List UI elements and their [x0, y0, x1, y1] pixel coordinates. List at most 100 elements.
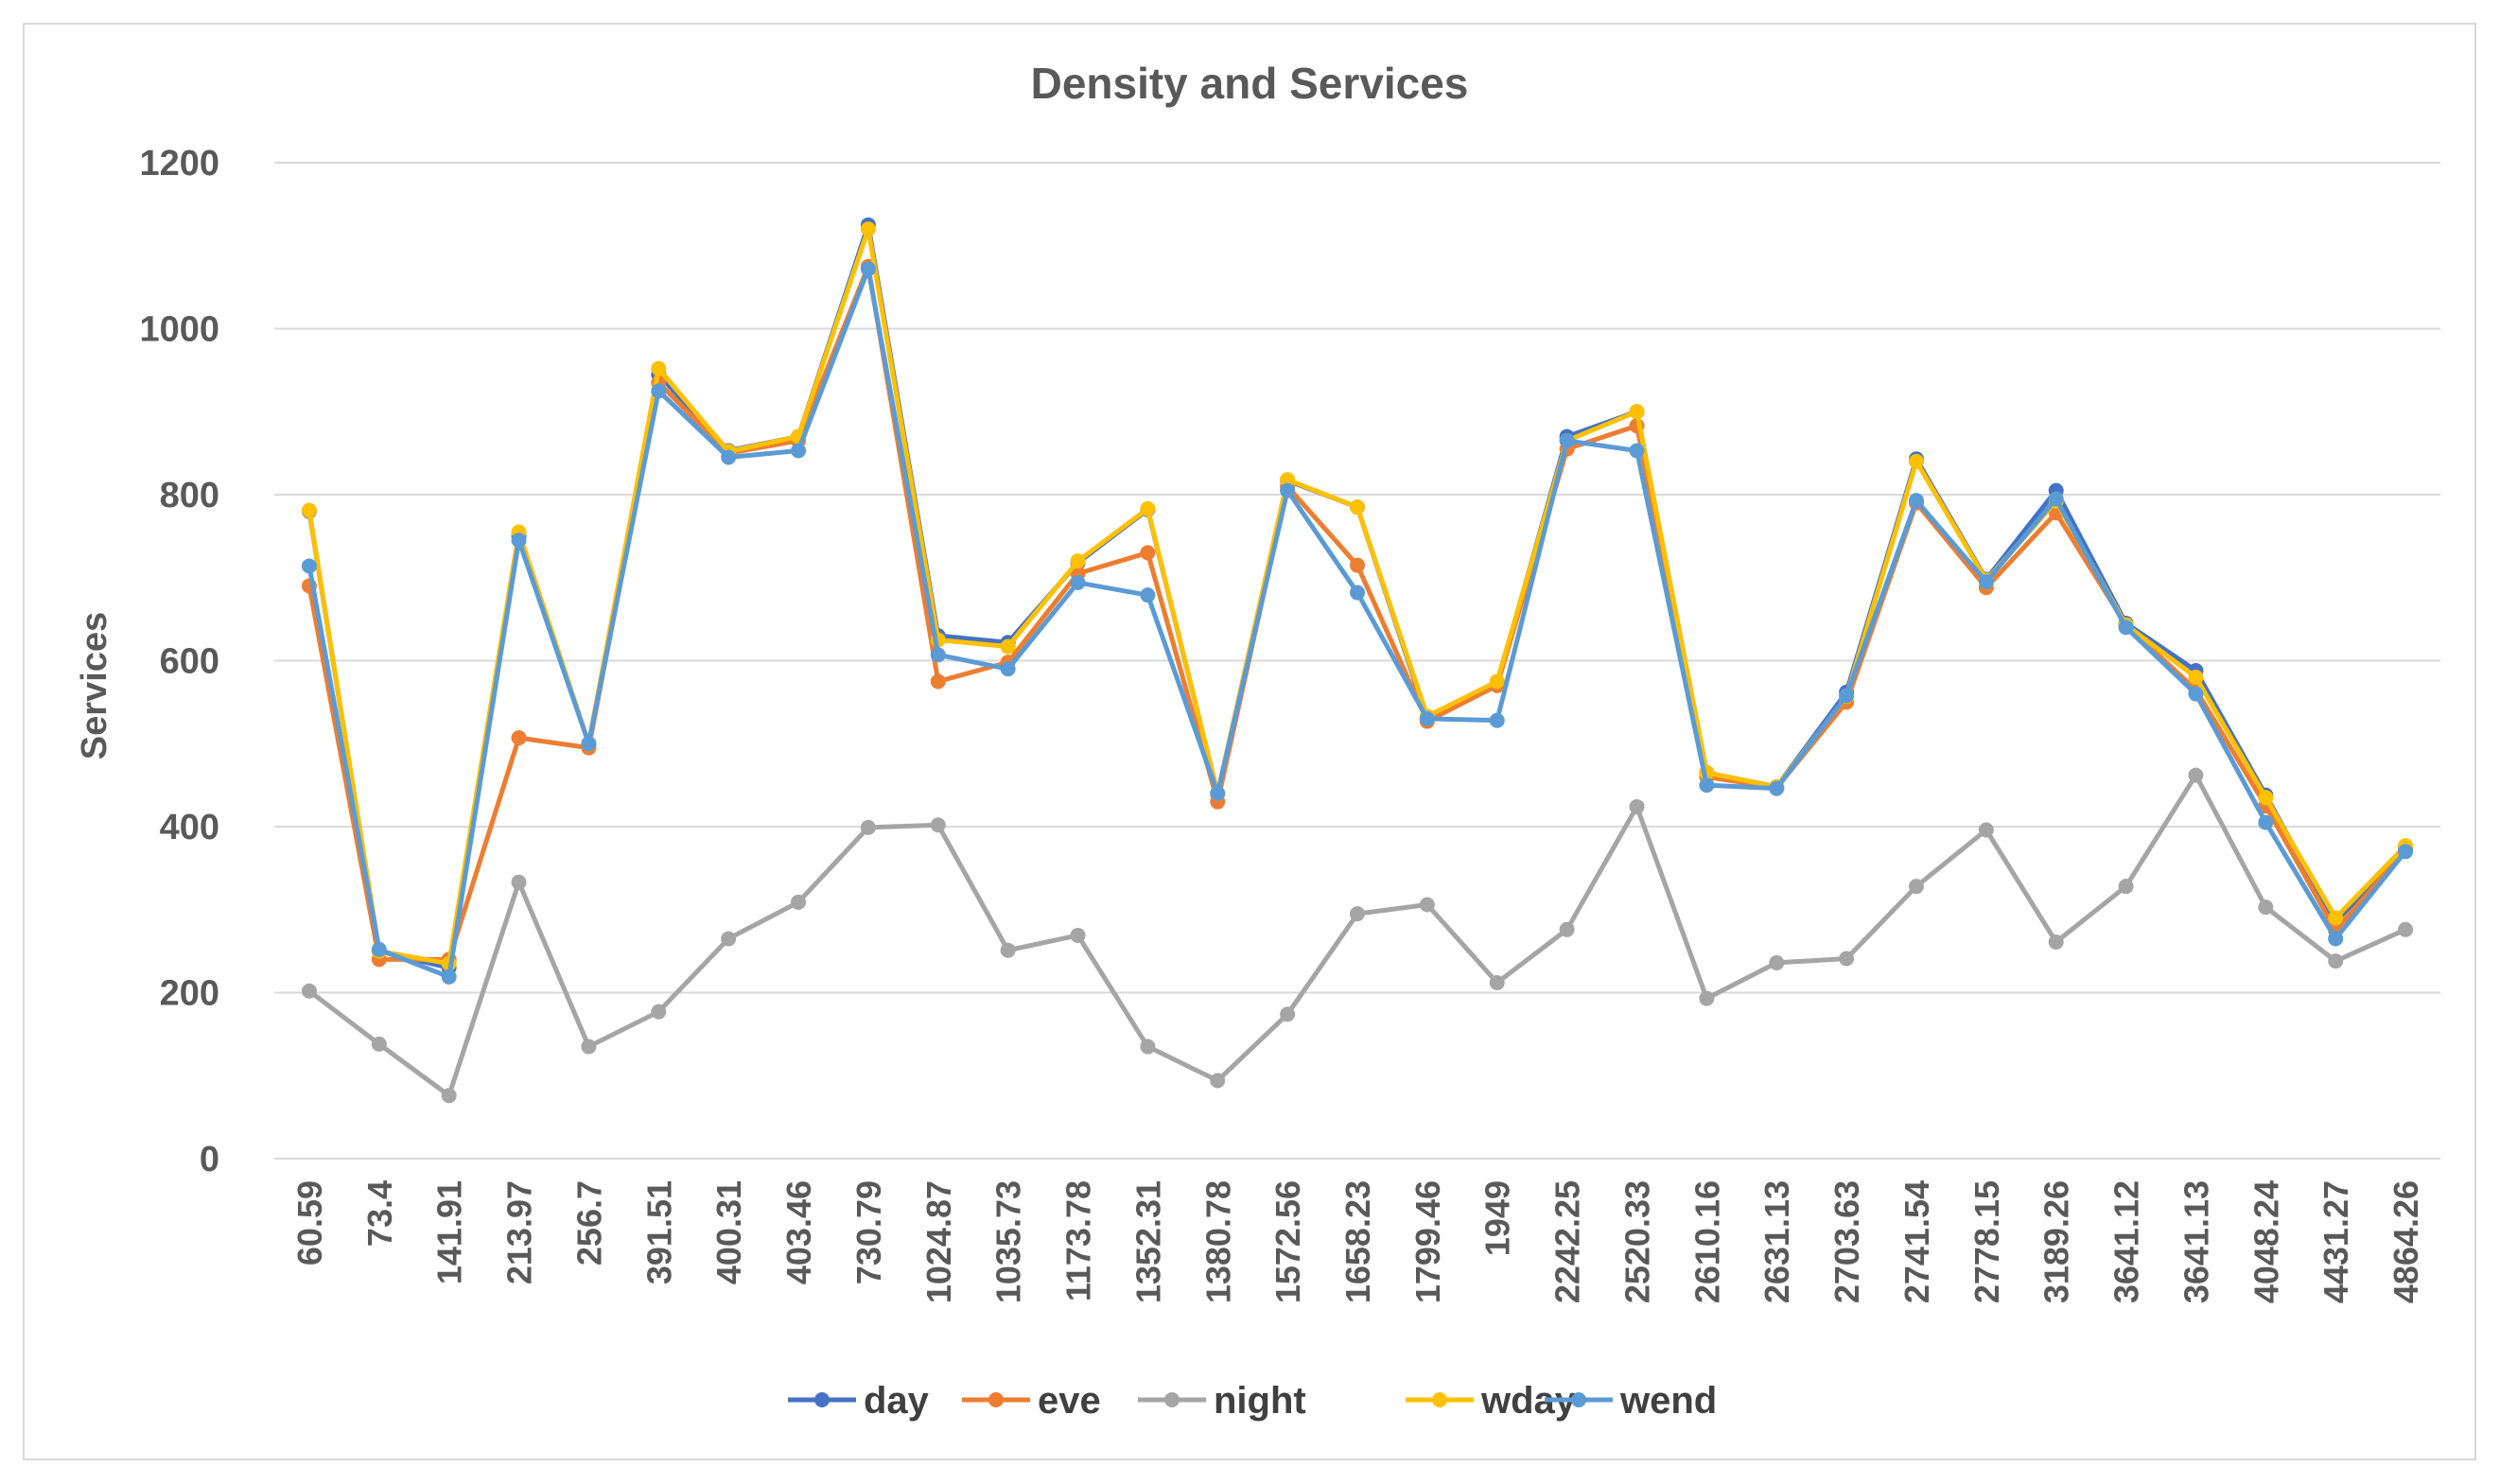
- data-point-wend: [860, 261, 876, 277]
- data-point-wday: [651, 360, 667, 376]
- series-wend: [301, 261, 2414, 985]
- legend-label-wend: wend: [1619, 1380, 1717, 1422]
- data-point-night: [371, 1036, 387, 1052]
- data-point-wend: [301, 558, 317, 574]
- data-point-wday: [1489, 673, 1505, 690]
- data-point-wend: [511, 532, 527, 549]
- data-point-wday: [301, 502, 317, 518]
- data-point-wend: [1489, 712, 1505, 728]
- data-point-night: [1140, 1039, 1156, 1055]
- data-point-wend: [1419, 710, 1435, 726]
- data-point-wend: [651, 383, 667, 399]
- data-point-wend: [2048, 491, 2064, 507]
- data-point-wday: [1629, 404, 1645, 420]
- data-point-wend: [1070, 575, 1086, 591]
- data-point-wday: [1350, 499, 1365, 515]
- data-point-night: [1839, 951, 1855, 967]
- data-point-night: [511, 874, 527, 890]
- x-tick-label: 2610.16: [1687, 1180, 1726, 1303]
- data-point-wend: [1210, 785, 1226, 801]
- legend-item-eve: eve: [962, 1380, 1101, 1422]
- data-point-night: [791, 894, 807, 910]
- data-point-wend: [791, 443, 807, 459]
- legend-item-night: night: [1138, 1380, 1306, 1422]
- y-tick-label: 400: [160, 808, 219, 847]
- x-tick-label: 3641.13: [2177, 1180, 2215, 1303]
- y-tick-labels: 0 200 400 600 800 1000 1200: [139, 144, 219, 1179]
- data-point-night: [2328, 953, 2344, 969]
- data-point-wday: [1140, 500, 1156, 516]
- data-point-wend: [1280, 482, 1296, 498]
- data-point-wday: [1280, 472, 1296, 488]
- x-tick-label: 1352.31: [1128, 1180, 1167, 1303]
- legend-marker-wday: [1432, 1392, 1447, 1407]
- x-tick-label: 1658.23: [1338, 1180, 1377, 1303]
- data-point-wend: [2328, 931, 2344, 947]
- data-point-night: [1210, 1073, 1226, 1089]
- legend-marker-day: [814, 1392, 830, 1407]
- series-night: [301, 767, 2414, 1104]
- data-point-wend: [2188, 686, 2204, 702]
- data-point-night: [1000, 942, 1016, 958]
- x-tick-label: 403.46: [779, 1180, 818, 1284]
- series-line-eve: [306, 264, 2407, 962]
- data-point-wday: [2258, 790, 2274, 806]
- data-point-eve: [930, 673, 946, 690]
- data-point-wend: [1908, 493, 1924, 509]
- y-tick-label: 1200: [139, 144, 219, 183]
- gridlines: [274, 162, 2440, 1160]
- x-tick-label: 256.7: [569, 1180, 608, 1266]
- series-line-night: [307, 773, 2407, 1098]
- data-point-wday: [1070, 553, 1086, 569]
- y-tick-label: 200: [160, 974, 219, 1014]
- data-point-wend: [1559, 432, 1575, 448]
- x-tick-label: 4048.24: [2247, 1180, 2285, 1303]
- data-point-night: [1280, 1006, 1296, 1022]
- data-point-night: [1489, 974, 1505, 990]
- legend-marker-night: [1164, 1392, 1180, 1407]
- series-eve: [301, 258, 2414, 968]
- legend-label-eve: eve: [1038, 1380, 1101, 1422]
- data-point-eve: [511, 730, 527, 746]
- x-tick-label: 1380.78: [1198, 1180, 1237, 1303]
- data-point-wend: [930, 647, 946, 663]
- legend-item-wend: wend: [1545, 1380, 1717, 1422]
- data-point-wend: [371, 941, 387, 957]
- x-tick-label: 1949: [1478, 1180, 1517, 1256]
- data-point-night: [1350, 906, 1365, 922]
- data-point-night: [1559, 921, 1575, 937]
- x-tick-label: 2778.15: [1967, 1180, 2006, 1303]
- data-point-wday: [860, 221, 876, 237]
- data-point-wday: [1908, 453, 1924, 469]
- chart-frame: [23, 23, 2476, 1460]
- chart-title: Density and Services: [1031, 59, 1469, 108]
- x-tick-label: 1024.87: [919, 1180, 958, 1303]
- data-point-wend: [581, 736, 597, 752]
- data-point-night: [1769, 954, 1785, 970]
- legend: day eve night wday wend: [788, 1380, 1717, 1422]
- data-point-night: [1978, 822, 1994, 838]
- x-tick-label: 1035.73: [989, 1180, 1028, 1303]
- y-tick-label: 600: [160, 642, 219, 682]
- x-tick-label: 60.59: [290, 1180, 329, 1266]
- x-tick-label: 1572.56: [1268, 1180, 1307, 1303]
- data-point-night: [2398, 921, 2414, 937]
- legend-label-night: night: [1214, 1380, 1306, 1422]
- x-tick-label: 3189.26: [2037, 1180, 2076, 1303]
- data-point-night: [651, 1004, 667, 1020]
- legend-label-day: day: [864, 1380, 930, 1422]
- data-point-wend: [441, 969, 457, 985]
- data-point-wend: [1839, 688, 1855, 704]
- x-tick-label: 4431.27: [2316, 1180, 2355, 1303]
- legend-marker-eve: [988, 1392, 1004, 1407]
- data-point-night: [2118, 879, 2134, 895]
- data-point-wend: [1000, 661, 1016, 677]
- x-tick-label: 4864.26: [2386, 1180, 2425, 1303]
- y-tick-label: 800: [160, 476, 219, 515]
- x-tick-label: 2703.63: [1827, 1180, 1866, 1303]
- x-tick-label: 2631.13: [1757, 1180, 1796, 1303]
- legend-marker-wend: [1571, 1392, 1586, 1407]
- data-point-night: [860, 819, 876, 835]
- data-point-wend: [2258, 814, 2274, 830]
